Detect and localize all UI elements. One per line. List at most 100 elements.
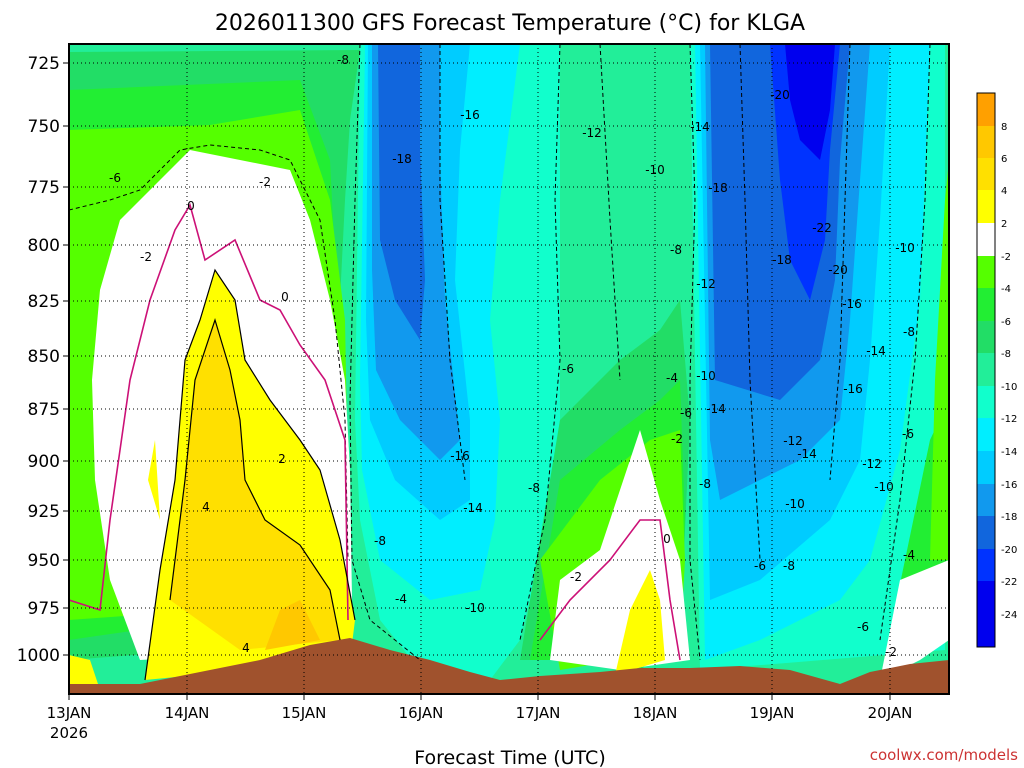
freezing-line: [69, 202, 681, 661]
colorbar-swatch: [977, 321, 995, 353]
y-tick-label: 975: [28, 599, 60, 619]
colorbar-swatch: [977, 549, 995, 581]
contour-label: 0: [281, 290, 289, 304]
contour-line: [439, 44, 466, 481]
y-tick-label: 875: [28, 400, 60, 420]
contour-line: [599, 44, 621, 381]
contour-label: -10: [895, 241, 915, 255]
contour-label: -18: [708, 181, 728, 195]
contour-label: -12: [783, 434, 803, 448]
y-tick-label: 725: [28, 54, 60, 74]
colorbar-swatch: [977, 158, 995, 190]
x-ticks: [68, 694, 891, 700]
contour-label: -6: [562, 362, 574, 376]
contour-label: -14: [706, 402, 726, 416]
contour-labels: -8 -16 -12 -14 -2 0 -6 -2 -18 -10 -22 0 -…: [109, 53, 915, 659]
contour-line: [829, 44, 851, 481]
colorbar-tick-label: -2: [1001, 252, 1011, 263]
x-tick-label: 20JAN: [868, 704, 913, 722]
y-tick-label: 750: [28, 117, 60, 137]
contour-label: -10: [645, 163, 665, 177]
contour-line: [349, 44, 421, 661]
band-plus-4: [170, 320, 340, 650]
colorbar-swatch: [977, 288, 995, 321]
contour-label: -6: [109, 171, 121, 185]
x-tick-label: 13JAN: [47, 704, 92, 722]
colorbar-frame: [976, 92, 996, 648]
colorbar-swatch: [977, 93, 995, 126]
contour-label: -8: [337, 53, 349, 67]
y-ticks: [63, 62, 69, 656]
contour-label: -2: [570, 570, 582, 584]
colorbar-swatch: [977, 353, 995, 386]
contour-label: -14: [690, 120, 710, 134]
contour-label: -14: [463, 501, 483, 515]
contour-label: -12: [582, 126, 602, 140]
colorbar-tick-label: 6: [1001, 154, 1007, 165]
contour-label: -10: [465, 601, 485, 615]
chart-title: 2026011300 GFS Forecast Temperature (°C)…: [215, 11, 805, 36]
contour-label: -10: [696, 369, 716, 383]
colorbar-swatch: [977, 386, 995, 418]
band-minus-20-right: [785, 44, 835, 160]
colorbar-tick-label: 2: [1001, 219, 1007, 230]
y-tick-label: 850: [28, 347, 60, 367]
contour-label: 4: [202, 500, 210, 514]
contour-lines: [69, 44, 931, 661]
y-tick-label: 1000: [17, 646, 60, 666]
contour-label: -14: [866, 344, 886, 358]
band-0-right-edge: [880, 560, 949, 680]
contour-line: [879, 44, 931, 641]
x-axis: 13JAN 2026 14JAN 15JAN 16JAN 17JAN 18JAN…: [47, 694, 913, 742]
band-minus-2-right-edge: [930, 160, 949, 560]
y-tick-label: 800: [28, 236, 60, 256]
x-tick-label: 18JAN: [633, 704, 678, 722]
colorbar-swatch: [977, 126, 995, 158]
contour-label: -18: [392, 152, 412, 166]
contour-line: [519, 44, 561, 641]
colorbar-tick-label: -10: [1001, 382, 1017, 393]
contour-label: -6: [680, 406, 692, 420]
colorbar-tick-label: -20: [1001, 545, 1017, 556]
colorbar-tick-label: -6: [1001, 317, 1011, 328]
contour-label: -2: [885, 645, 897, 659]
band-plus-6: [265, 600, 320, 650]
contour-label: -6: [902, 427, 914, 441]
contour-label: -16: [843, 382, 863, 396]
contour-label: -6: [754, 559, 766, 573]
contour-label: -16: [460, 108, 480, 122]
contour-label: -8: [783, 559, 795, 573]
y-tick-label: 775: [28, 178, 60, 198]
y-tick-label: 925: [28, 502, 60, 522]
contour-label: -12: [862, 457, 882, 471]
contour-label: -12: [696, 277, 716, 291]
source-credit: coolwx.com/models: [870, 746, 1018, 764]
colorbar-tick-label: -16: [1001, 480, 1017, 491]
y-tick-label: 825: [28, 292, 60, 312]
contour-label: -10: [874, 480, 894, 494]
contour-label: -16: [842, 297, 862, 311]
colorbar-tick-label: 4: [1001, 186, 1007, 197]
x-tick-label: 15JAN: [282, 704, 327, 722]
zero-contour: [69, 202, 349, 621]
contour-label: -4: [395, 592, 407, 606]
colorbar-swatch: [977, 256, 995, 288]
contour-label: -14: [797, 447, 817, 461]
contour-label: -2: [140, 250, 152, 264]
x-tick-label: 19JAN: [750, 704, 795, 722]
contour-label: -18: [772, 253, 792, 267]
colorbar: 8 6 4 2 -2 -4 -6 -8 -10 -12 -14 -16 -18 …: [976, 92, 1017, 648]
colorbar-tick-label: -22: [1001, 577, 1017, 588]
colorbar-tick-label: -18: [1001, 512, 1017, 523]
contour-label: 0: [663, 532, 671, 546]
contour-label: -2: [259, 175, 271, 189]
contour-label: -4: [666, 371, 678, 385]
y-tick-label: 900: [28, 452, 60, 472]
colorbar-tick-label: -24: [1001, 610, 1017, 621]
contour-line: [69, 144, 349, 561]
x-tick-label: 17JAN: [516, 704, 561, 722]
contour-label: -22: [812, 221, 832, 235]
contour-label: -8: [528, 481, 540, 495]
x-axis-label: Forecast Time (UTC): [414, 747, 605, 768]
